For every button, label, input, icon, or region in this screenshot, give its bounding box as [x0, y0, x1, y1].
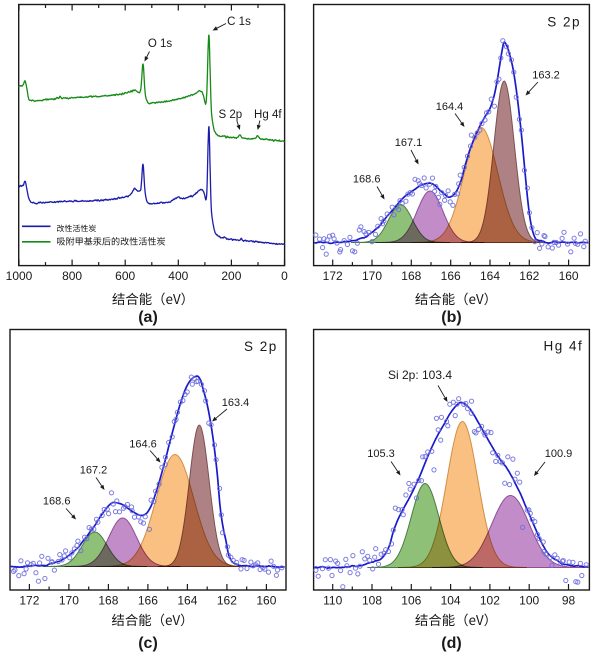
svg-text:0: 0	[281, 269, 288, 283]
svg-text:168.6: 168.6	[43, 496, 71, 508]
svg-text:100.9: 100.9	[545, 448, 573, 460]
svg-text:164.6: 164.6	[129, 439, 157, 451]
svg-text:162: 162	[519, 269, 539, 283]
svg-text:104: 104	[441, 594, 461, 608]
svg-text:102: 102	[480, 594, 500, 608]
svg-text:163.2: 163.2	[532, 70, 560, 82]
svg-text:C 1s: C 1s	[227, 16, 251, 28]
svg-text:100: 100	[519, 594, 539, 608]
svg-text:168: 168	[98, 594, 118, 608]
svg-text:S 2p: S 2p	[218, 109, 242, 121]
svg-text:O 1s: O 1s	[148, 38, 173, 50]
svg-text:Hg 4f: Hg 4f	[254, 109, 282, 121]
svg-text:400: 400	[168, 269, 188, 283]
svg-text:(a): (a)	[138, 309, 158, 326]
svg-text:168: 168	[401, 269, 421, 283]
svg-text:Hg 4f: Hg 4f	[544, 339, 584, 354]
svg-text:170: 170	[59, 594, 79, 608]
svg-text:160: 160	[559, 269, 579, 283]
svg-text:164.4: 164.4	[436, 101, 464, 113]
svg-text:Si 2p: 103.4: Si 2p: 103.4	[388, 368, 452, 382]
svg-text:98: 98	[562, 594, 576, 608]
svg-text:164: 164	[177, 594, 197, 608]
svg-text:160: 160	[256, 594, 276, 608]
svg-text:S 2p: S 2p	[547, 15, 581, 30]
svg-text:168.6: 168.6	[353, 174, 381, 186]
svg-text:167.2: 167.2	[80, 465, 108, 477]
svg-text:600: 600	[115, 269, 135, 283]
svg-text:1000: 1000	[6, 269, 33, 283]
svg-text:108: 108	[362, 594, 382, 608]
svg-text:(c): (c)	[138, 635, 158, 652]
svg-text:172: 172	[323, 269, 343, 283]
svg-text:S 2p: S 2p	[244, 339, 278, 354]
svg-text:110: 110	[323, 594, 342, 608]
svg-text:106: 106	[401, 594, 421, 608]
svg-text:162: 162	[217, 594, 237, 608]
svg-text:172: 172	[19, 594, 39, 608]
svg-text:800: 800	[62, 269, 82, 283]
svg-text:163.4: 163.4	[222, 397, 250, 409]
svg-text:164: 164	[480, 269, 500, 283]
svg-text:105.3: 105.3	[367, 448, 395, 460]
svg-text:166: 166	[441, 269, 461, 283]
svg-text:166: 166	[138, 594, 158, 608]
svg-text:170: 170	[362, 269, 382, 283]
svg-text:200: 200	[221, 269, 241, 283]
svg-text:(d): (d)	[441, 635, 461, 652]
svg-text:(b): (b)	[441, 309, 461, 326]
svg-text:167.1: 167.1	[395, 137, 423, 149]
